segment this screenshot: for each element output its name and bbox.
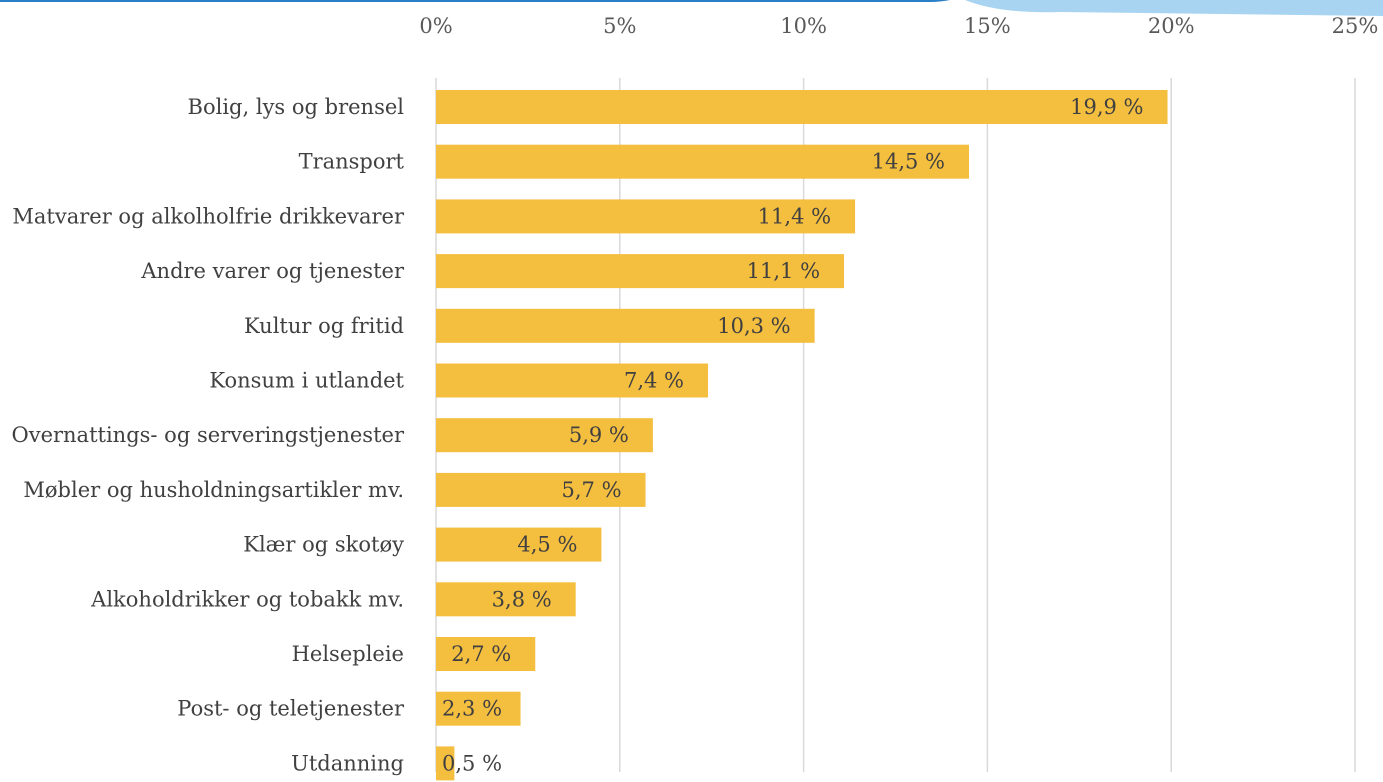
x-tick-label: 0% [419,14,452,38]
bar [436,582,576,617]
x-tick-label: 10% [780,14,827,38]
data-label: 2,7 % [451,642,511,666]
value-labels: 19,9 % 14,5 % 11,4 % 11,1 % 10,3 % 7,4 % 5,9 %… [442,95,1144,775]
category-label: Kultur og fritid [244,314,404,338]
top-blue-wave [0,0,950,2]
top-decoration-strip [0,0,1383,16]
category-label: Transport [299,150,405,174]
bar [436,691,521,726]
bar [436,144,970,179]
category-label: Post- og teletjenester [177,697,405,721]
bar [436,363,709,398]
bar [436,254,845,289]
bar [436,199,856,234]
category-label: Møbler og husholdningsartikler mv. [23,478,404,502]
data-label: 7,4 % [624,369,684,393]
bar [436,418,653,453]
category-labels: Bolig, lys og brensel Transport Matvarer o… [11,95,404,775]
bar [436,527,602,562]
category-label: Alkoholdrikker og tobakk mv. [90,587,404,611]
bars [436,90,1168,781]
x-tick-label: 20% [1148,14,1195,38]
data-label: 11,1 % [747,259,820,283]
x-tick-label: 15% [964,14,1011,38]
x-tick-label: 25% [1332,14,1379,38]
category-label: Matvarer og alkolholfrie drikkevarer [12,204,405,228]
data-label: 4,5 % [517,533,577,557]
data-label: 19,9 % [1070,95,1143,119]
data-label: 11,4 % [758,204,831,228]
category-label: Bolig, lys og brensel [188,95,405,119]
category-label: Helsepleie [292,642,404,666]
category-label: Overnattings- og serveringstjenester [11,423,404,447]
top-light-blue-wave [965,0,1383,16]
x-axis-tick-labels: 0% 5% 10% 15% 20% 25% [419,14,1378,38]
bar [436,472,646,507]
bar [436,90,1168,124]
data-label: 3,8 % [492,587,552,611]
data-label: 10,3 % [717,314,790,338]
bar [436,746,455,781]
category-label: Andre varer og tjenester [140,259,405,283]
category-label: Klær og skotøy [243,533,404,557]
bar [436,308,815,343]
x-tick-label: 5% [603,14,636,38]
category-label: Konsum i utlandet [209,369,404,393]
data-label: 14,5 % [872,150,945,174]
bar [436,637,536,671]
data-label: 2,3 % [442,697,502,721]
data-label: 5,7 % [562,478,622,502]
category-label: Utdanning [291,751,404,775]
data-label: 5,9 % [569,423,629,447]
data-label: 0,5 % [442,751,502,775]
